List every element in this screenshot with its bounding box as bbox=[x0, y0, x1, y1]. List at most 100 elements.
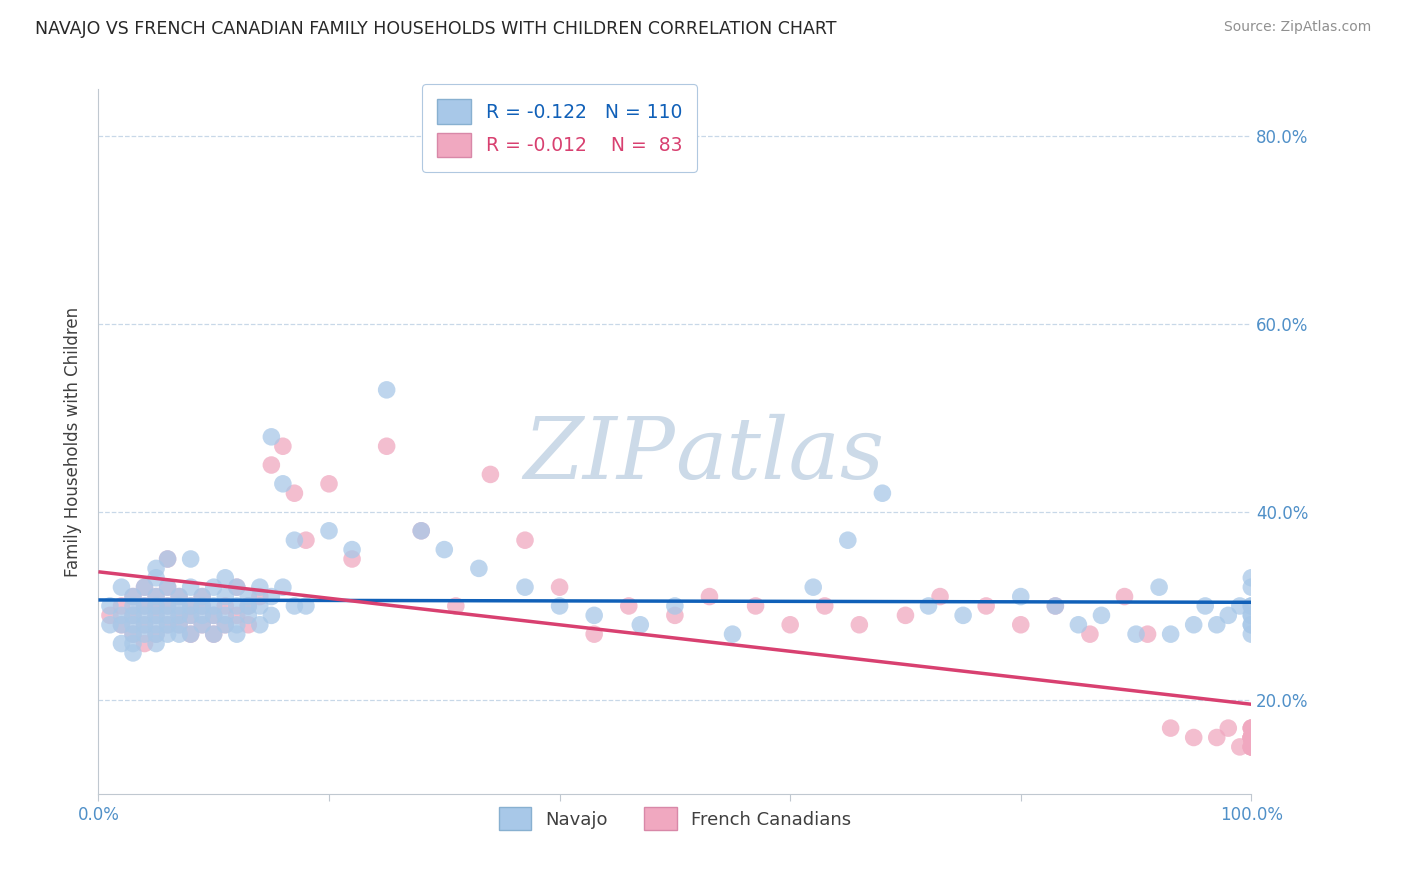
Point bbox=[110, 580, 132, 594]
Point bbox=[214, 608, 236, 623]
Point bbox=[340, 542, 363, 557]
Point bbox=[134, 617, 156, 632]
Point bbox=[156, 608, 179, 623]
Point bbox=[271, 476, 294, 491]
Point bbox=[191, 608, 214, 623]
Point bbox=[191, 599, 214, 613]
Point bbox=[468, 561, 491, 575]
Point bbox=[249, 580, 271, 594]
Point bbox=[110, 617, 132, 632]
Point bbox=[1182, 617, 1205, 632]
Point bbox=[1240, 739, 1263, 754]
Point bbox=[225, 580, 247, 594]
Point bbox=[214, 590, 236, 604]
Point bbox=[583, 608, 606, 623]
Point bbox=[134, 608, 156, 623]
Point bbox=[260, 430, 283, 444]
Point bbox=[122, 627, 145, 641]
Point bbox=[1205, 731, 1227, 745]
Point bbox=[202, 627, 225, 641]
Point bbox=[664, 608, 686, 623]
Point bbox=[1240, 731, 1263, 745]
Point bbox=[1240, 731, 1263, 745]
Point bbox=[238, 599, 260, 613]
Point bbox=[202, 580, 225, 594]
Point bbox=[444, 599, 467, 613]
Point bbox=[548, 580, 571, 594]
Point bbox=[318, 476, 340, 491]
Point bbox=[180, 580, 202, 594]
Point bbox=[283, 599, 305, 613]
Point bbox=[214, 617, 236, 632]
Point bbox=[156, 627, 179, 641]
Point bbox=[1205, 617, 1227, 632]
Point bbox=[214, 617, 236, 632]
Point bbox=[191, 590, 214, 604]
Point bbox=[1240, 608, 1263, 623]
Point bbox=[122, 590, 145, 604]
Point bbox=[145, 608, 167, 623]
Point bbox=[180, 627, 202, 641]
Point bbox=[110, 636, 132, 650]
Point bbox=[1240, 731, 1263, 745]
Point bbox=[1240, 599, 1263, 613]
Point bbox=[1240, 731, 1263, 745]
Point bbox=[122, 599, 145, 613]
Point bbox=[145, 599, 167, 613]
Point bbox=[145, 627, 167, 641]
Point bbox=[1218, 608, 1240, 623]
Point bbox=[249, 599, 271, 613]
Point bbox=[375, 383, 398, 397]
Point bbox=[98, 617, 121, 632]
Point bbox=[110, 617, 132, 632]
Point bbox=[122, 636, 145, 650]
Point bbox=[145, 636, 167, 650]
Point bbox=[628, 617, 651, 632]
Point bbox=[202, 608, 225, 623]
Legend: Navajo, French Canadians: Navajo, French Canadians bbox=[491, 800, 859, 838]
Point bbox=[156, 617, 179, 632]
Point bbox=[249, 590, 271, 604]
Point bbox=[214, 599, 236, 613]
Text: ZIP: ZIP bbox=[523, 414, 675, 497]
Point bbox=[98, 599, 121, 613]
Point bbox=[191, 590, 214, 604]
Point bbox=[1010, 617, 1032, 632]
Point bbox=[513, 533, 536, 548]
Point bbox=[375, 439, 398, 453]
Point bbox=[1147, 580, 1170, 594]
Point bbox=[1229, 599, 1251, 613]
Point bbox=[225, 617, 247, 632]
Point bbox=[225, 608, 247, 623]
Point bbox=[110, 599, 132, 613]
Point bbox=[1240, 721, 1263, 735]
Point bbox=[1240, 599, 1263, 613]
Point bbox=[156, 552, 179, 566]
Point bbox=[180, 608, 202, 623]
Point bbox=[617, 599, 640, 613]
Y-axis label: Family Households with Children: Family Households with Children bbox=[63, 307, 82, 576]
Point bbox=[548, 599, 571, 613]
Point bbox=[721, 627, 744, 641]
Point bbox=[1067, 617, 1090, 632]
Point bbox=[929, 590, 952, 604]
Point bbox=[295, 599, 318, 613]
Point bbox=[1240, 571, 1263, 585]
Point bbox=[260, 458, 283, 472]
Point bbox=[156, 599, 179, 613]
Point bbox=[167, 627, 190, 641]
Point bbox=[156, 580, 179, 594]
Point bbox=[134, 636, 156, 650]
Point bbox=[122, 617, 145, 632]
Point bbox=[1240, 731, 1263, 745]
Point bbox=[848, 617, 870, 632]
Point bbox=[295, 533, 318, 548]
Point bbox=[225, 627, 247, 641]
Point bbox=[1010, 590, 1032, 604]
Point bbox=[283, 533, 305, 548]
Point bbox=[1240, 608, 1263, 623]
Point bbox=[122, 646, 145, 660]
Point bbox=[1240, 739, 1263, 754]
Point bbox=[156, 580, 179, 594]
Point bbox=[1194, 599, 1216, 613]
